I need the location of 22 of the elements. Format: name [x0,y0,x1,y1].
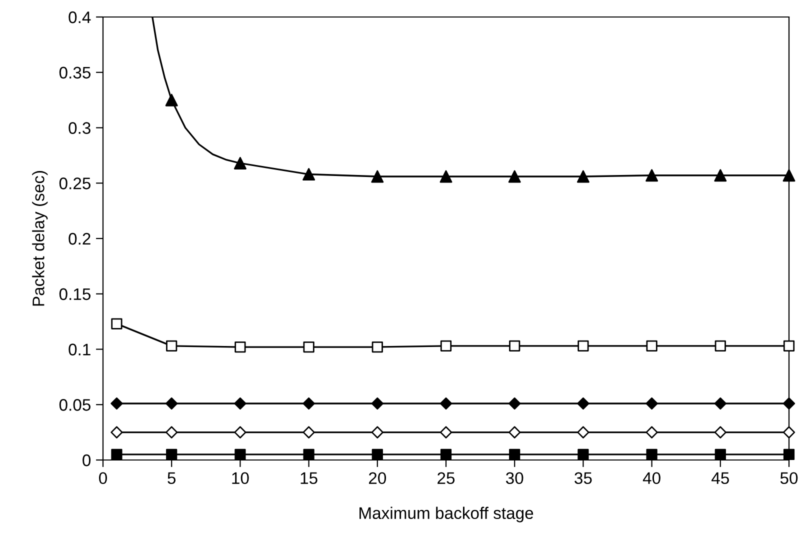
y-tick-label: 0.3 [68,122,90,134]
x-axis-title: Maximum backoff stage [360,506,534,522]
x-tick-label: 15 [300,472,318,484]
y-tick-label: 0 [82,454,91,466]
x-tick-label: 35 [574,472,592,484]
y-tick-label: 0.25 [59,178,90,190]
y-tick-label: 0.1 [68,344,90,356]
x-tick-label: 5 [168,472,176,484]
x-tick-label: 40 [642,472,660,484]
y-tick-label: 0.2 [68,232,90,245]
x-tick-label: 45 [712,472,729,484]
x-tick-label: 10 [232,472,249,484]
y-tick-label: 0.35 [59,66,90,79]
x-tick-label: 20 [368,472,386,484]
x-tick-label: 25 [438,472,455,484]
x-tick-label: 30 [506,472,524,484]
y-tick-label: 0.4 [68,11,91,24]
y-axis-title: Packet delay (sec) [32,170,48,306]
x-tick-label: 50 [780,472,798,484]
y-tick-label: 0.15 [59,288,90,300]
y-tick-label: 0.05 [59,399,90,411]
x-tick-label: 0 [99,472,107,484]
